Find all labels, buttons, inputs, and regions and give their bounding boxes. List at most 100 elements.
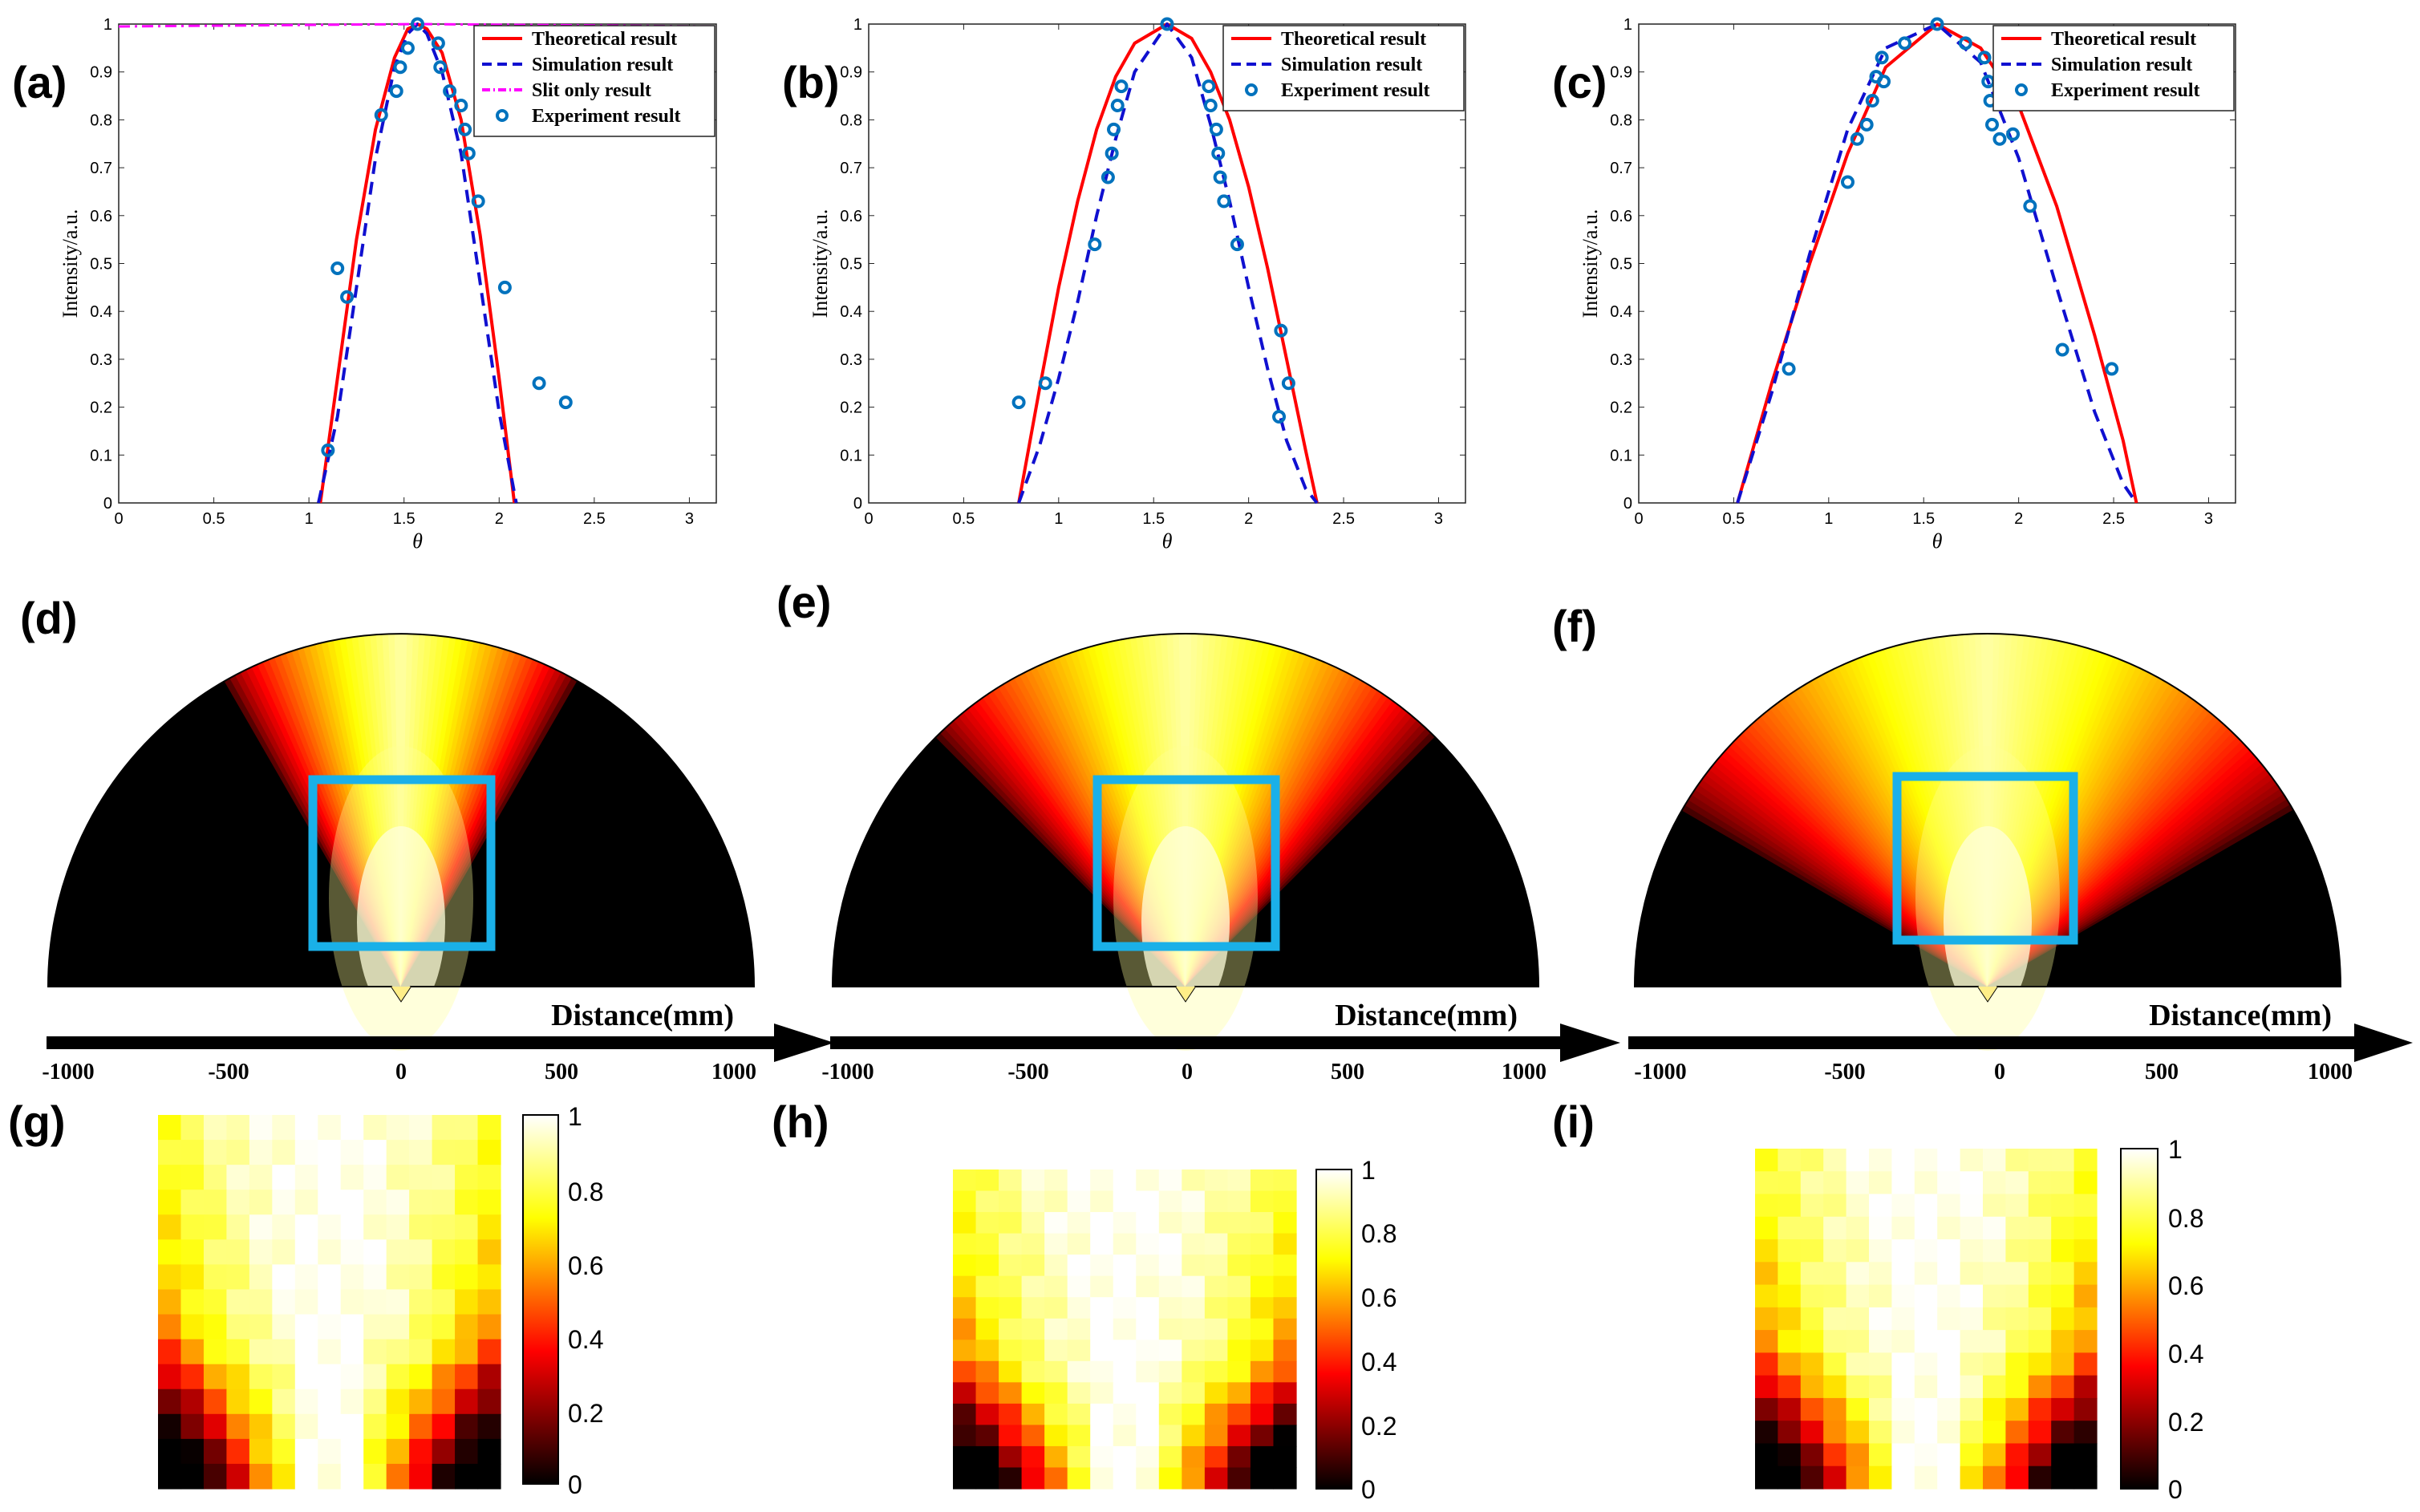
heatmap-cell	[1182, 1340, 1206, 1362]
heatmap-cell	[1090, 1360, 1114, 1383]
heatmap-cell	[1960, 1239, 1984, 1263]
heatmap-cell	[1044, 1382, 1068, 1405]
y-tick-label: 0.5	[1610, 256, 1632, 274]
heatmap-cell	[1846, 1421, 1870, 1445]
heatmap-cell	[455, 1438, 479, 1465]
x-tick-label: 2.5	[583, 510, 606, 528]
heatmap-cell	[1044, 1255, 1068, 1277]
heatmap-cell	[1869, 1171, 1892, 1195]
heatmap-cell	[1136, 1275, 1160, 1298]
heatmap-cell	[477, 1339, 501, 1365]
heatmap-cell	[1227, 1340, 1251, 1362]
heatmap-cell	[1204, 1340, 1228, 1362]
x-tick-label: 2.5	[2102, 510, 2125, 528]
heatmap-cell	[340, 1413, 364, 1440]
heatmap-cell	[1937, 1262, 1961, 1286]
heatmap-cell	[1067, 1297, 1091, 1319]
experiment-point	[2055, 343, 2069, 357]
fan-outline	[1633, 633, 2342, 1003]
heatmap-cell	[2073, 1149, 2098, 1172]
heatmap-cell	[2051, 1239, 2075, 1263]
heatmap-cell	[1067, 1169, 1091, 1192]
distance-axis-e: Distance(mm) -1000 -500 0 500 1000	[821, 999, 1620, 1084]
experiment-point	[1850, 132, 1864, 146]
heatmap-cell	[409, 1289, 433, 1315]
y-tick-label: 0	[103, 495, 112, 513]
x-tick-label: 1	[1824, 510, 1833, 528]
heatmap-cell	[1021, 1190, 1045, 1213]
heatmap-cell	[1227, 1233, 1251, 1255]
heatmap-cell	[203, 1165, 227, 1190]
heatmap-cell	[1823, 1239, 1847, 1263]
heatmap-cell	[1182, 1255, 1206, 1277]
heatmap-cell	[226, 1289, 250, 1315]
heatmap-cell	[318, 1239, 342, 1265]
heatmap-cell	[1067, 1467, 1091, 1490]
heatmap-cell	[455, 1264, 479, 1291]
legend-label: Theoretical result	[1281, 29, 1426, 50]
heatmap-cell	[203, 1239, 227, 1265]
heatmap-cell	[180, 1165, 205, 1190]
heatmap-cell	[249, 1115, 273, 1141]
heatmap-cell	[409, 1463, 433, 1490]
experiment-point	[1992, 132, 2007, 146]
heatmap-cell	[1778, 1352, 1802, 1376]
heatmap-cell	[953, 1275, 977, 1298]
heatmap-cell	[1182, 1297, 1206, 1319]
heatmap-cell	[1136, 1425, 1160, 1447]
heatmap-cell	[409, 1239, 433, 1265]
fan-core-glow	[357, 826, 445, 1019]
heatmap-cell	[1273, 1425, 1297, 1447]
heatmap-cell	[1960, 1307, 1984, 1331]
heatmap-cell	[1227, 1425, 1251, 1447]
heatmap-cell	[999, 1190, 1023, 1213]
simulation-line	[1017, 22, 1319, 505]
heatmap-cell	[1158, 1340, 1182, 1362]
heatmap-cell	[2028, 1171, 2052, 1195]
distance-axis-label: Distance(mm)	[1335, 999, 1518, 1032]
heatmap-cell	[1113, 1340, 1137, 1362]
colorbar-tick: 0.2	[2168, 1408, 2203, 1437]
y-tick-label: 0.3	[90, 351, 112, 369]
heatmap-cell	[2073, 1465, 2098, 1490]
y-tick-label: 0.4	[90, 303, 112, 321]
experiment-point	[1211, 146, 1226, 160]
heatmap-cell	[432, 1388, 456, 1415]
distance-tick: 500	[545, 1060, 578, 1084]
heatmap-cell	[1044, 1275, 1068, 1298]
heatmap-cell	[1090, 1297, 1114, 1319]
heatmap-cell	[409, 1140, 433, 1165]
y-tick-label: 0.8	[840, 111, 862, 129]
heatmap-cell	[432, 1140, 456, 1165]
y-tick-label: 0.7	[90, 160, 112, 177]
heatmap-cell	[1182, 1190, 1206, 1213]
distance-arrow	[1628, 1024, 2413, 1062]
heatmap-cell	[1182, 1403, 1206, 1425]
heatmap-cell	[2005, 1421, 2029, 1445]
heatmap-cell	[409, 1115, 433, 1141]
heatmap-cell	[999, 1297, 1023, 1319]
heatmap-cell	[386, 1165, 410, 1190]
y-tick-label: 0.2	[1610, 399, 1632, 417]
heatmap-cell	[2005, 1307, 2029, 1331]
heatmap-cell	[386, 1339, 410, 1365]
heatmap-cell	[1960, 1352, 1984, 1376]
heatmap-cell	[1273, 1340, 1297, 1362]
heatmap-cell	[455, 1339, 479, 1365]
heatmap-cell	[318, 1438, 342, 1465]
heatmap-cell	[2005, 1330, 2029, 1353]
heatmap-cell	[226, 1190, 250, 1215]
heatmap-cell	[477, 1364, 501, 1390]
panel-label-e: (e)	[776, 577, 831, 627]
heatmap-cell	[975, 1360, 999, 1383]
heatmap-cell	[455, 1463, 479, 1490]
fan-wedges	[831, 633, 1540, 1051]
heatmap-cell	[1846, 1284, 1870, 1308]
heatmap-cell	[1136, 1467, 1160, 1490]
heatmap-cell	[180, 1264, 205, 1291]
heatmap-cell	[1778, 1330, 1802, 1353]
heatmap-h	[953, 1169, 1297, 1490]
legend-box	[473, 25, 715, 137]
heatmap-cell	[1800, 1375, 1824, 1399]
